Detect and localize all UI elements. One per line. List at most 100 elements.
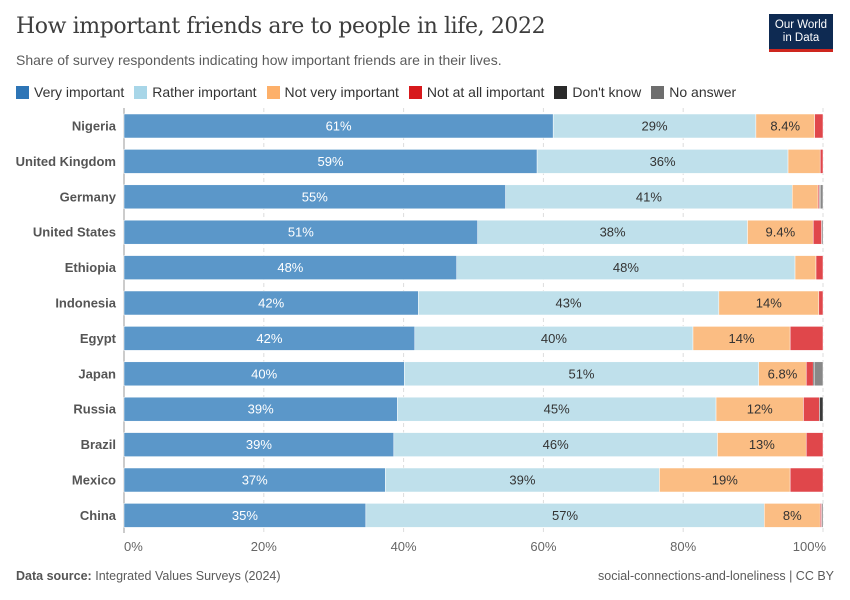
data-label: 46% (543, 437, 569, 452)
category-label: United Kingdom (16, 154, 116, 169)
bar-segment (805, 432, 824, 457)
data-label: 39% (248, 402, 274, 417)
bar-segment (815, 255, 824, 280)
data-label: 39% (509, 473, 535, 488)
data-label: 8.4% (770, 119, 800, 134)
legend-swatch (408, 85, 422, 99)
data-label: 36% (650, 154, 676, 169)
legend-label: Rather important (152, 84, 257, 100)
data-label: 9.4% (766, 225, 796, 240)
legend-item[interactable]: Don't know (554, 84, 641, 100)
bar-segment (764, 503, 821, 528)
bar-segment (794, 255, 817, 280)
legend: Very important Rather important Not very i… (16, 84, 736, 100)
bar-segment (755, 113, 815, 139)
bar-segment (456, 255, 796, 280)
data-label: 57% (552, 508, 578, 523)
x-tick-label: 60% (530, 539, 556, 554)
legend-item[interactable]: No answer (651, 84, 736, 100)
legend-swatch (16, 85, 29, 99)
category-label: Mexico (72, 473, 116, 488)
category-label: United States (33, 225, 116, 240)
category-label: Japan (78, 366, 116, 381)
bar-segment (717, 432, 807, 457)
bar-segment (821, 503, 824, 528)
category-label: Indonesia (55, 296, 116, 311)
data-label: 42% (258, 296, 284, 311)
data-label: 29% (642, 119, 668, 134)
data-label: 38% (600, 225, 626, 240)
bar-segment (789, 326, 824, 351)
legend-item[interactable]: Very important (16, 84, 124, 100)
category-label: Brazil (81, 437, 116, 452)
legend-label: Don't know (572, 84, 642, 100)
bar-segment (819, 396, 824, 422)
x-tick-label: 40% (391, 539, 417, 554)
bar-segment (123, 149, 538, 174)
category-label: Russia (73, 402, 116, 417)
bar-segment (536, 149, 789, 174)
data-label: 42% (256, 331, 282, 346)
bar-segment (123, 255, 457, 280)
bar-segment (397, 396, 717, 422)
bar-segment (814, 361, 824, 387)
bar-segment (803, 396, 820, 422)
legend-label: Not very important (284, 84, 399, 100)
legend-item[interactable]: Rather important (134, 84, 257, 100)
bar-segment (385, 467, 660, 493)
owid-logo[interactable]: Our World in Data (769, 14, 833, 52)
legend-item[interactable]: Not very important (266, 84, 399, 100)
category-label: Egypt (80, 331, 117, 346)
bar-segment (819, 149, 824, 174)
data-label: 45% (544, 402, 570, 417)
legend-item[interactable]: Not at all important (408, 84, 545, 100)
data-label: 48% (277, 260, 303, 275)
bar-segment (812, 219, 822, 245)
bar-segment (789, 467, 824, 493)
bar-segment (123, 113, 554, 139)
footer-right[interactable]: social-connections-and-loneliness | CC B… (598, 569, 834, 583)
data-label: 8% (783, 508, 802, 523)
data-label: 40% (251, 366, 277, 381)
bar-segment (123, 432, 395, 457)
bar-segment (404, 361, 759, 387)
legend-label: Not at all important (426, 84, 545, 100)
bar-segment (814, 113, 824, 139)
bar-segment (659, 467, 791, 493)
bar-segment (552, 113, 757, 139)
data-label: 19% (712, 473, 738, 488)
data-label: 61% (326, 119, 352, 134)
legend-swatch (134, 85, 148, 99)
category-label: Nigeria (72, 119, 117, 134)
x-tick-label: 0% (124, 539, 143, 554)
source-link[interactable]: Integrated Values Surveys (2024) (95, 569, 281, 583)
bar-chart: 0% 20% 40% 60% 80% 100% Nigeria 61% 29% 8.4% Unite… (16, 108, 827, 554)
bar-segment (819, 184, 824, 210)
data-label: 59% (318, 154, 344, 169)
bar-segment (818, 290, 824, 316)
x-tick-label: 80% (670, 539, 696, 554)
data-label: 41% (636, 189, 662, 204)
data-label: 51% (288, 225, 314, 240)
bar-segment (393, 432, 718, 457)
bar-segment (787, 149, 821, 174)
bar-segment (123, 326, 416, 351)
legend-label: Very important (34, 84, 125, 100)
bar-segment (692, 326, 791, 351)
bar-segment (821, 219, 824, 245)
data-label: 48% (613, 260, 639, 275)
category-label: Germany (60, 189, 117, 204)
bar-segment (791, 184, 819, 210)
data-label: 14% (729, 331, 755, 346)
category-label: Ethiopia (65, 260, 117, 275)
category-label: China (80, 508, 117, 523)
bar-segment (123, 467, 386, 493)
legend-swatch (266, 85, 280, 99)
bar-segment (715, 396, 804, 422)
x-tick-label: 100% (793, 539, 827, 554)
bar-segment (123, 396, 398, 422)
legend-swatch (651, 85, 665, 99)
source-label: Data source: (16, 569, 92, 583)
data-label: 12% (747, 402, 773, 417)
